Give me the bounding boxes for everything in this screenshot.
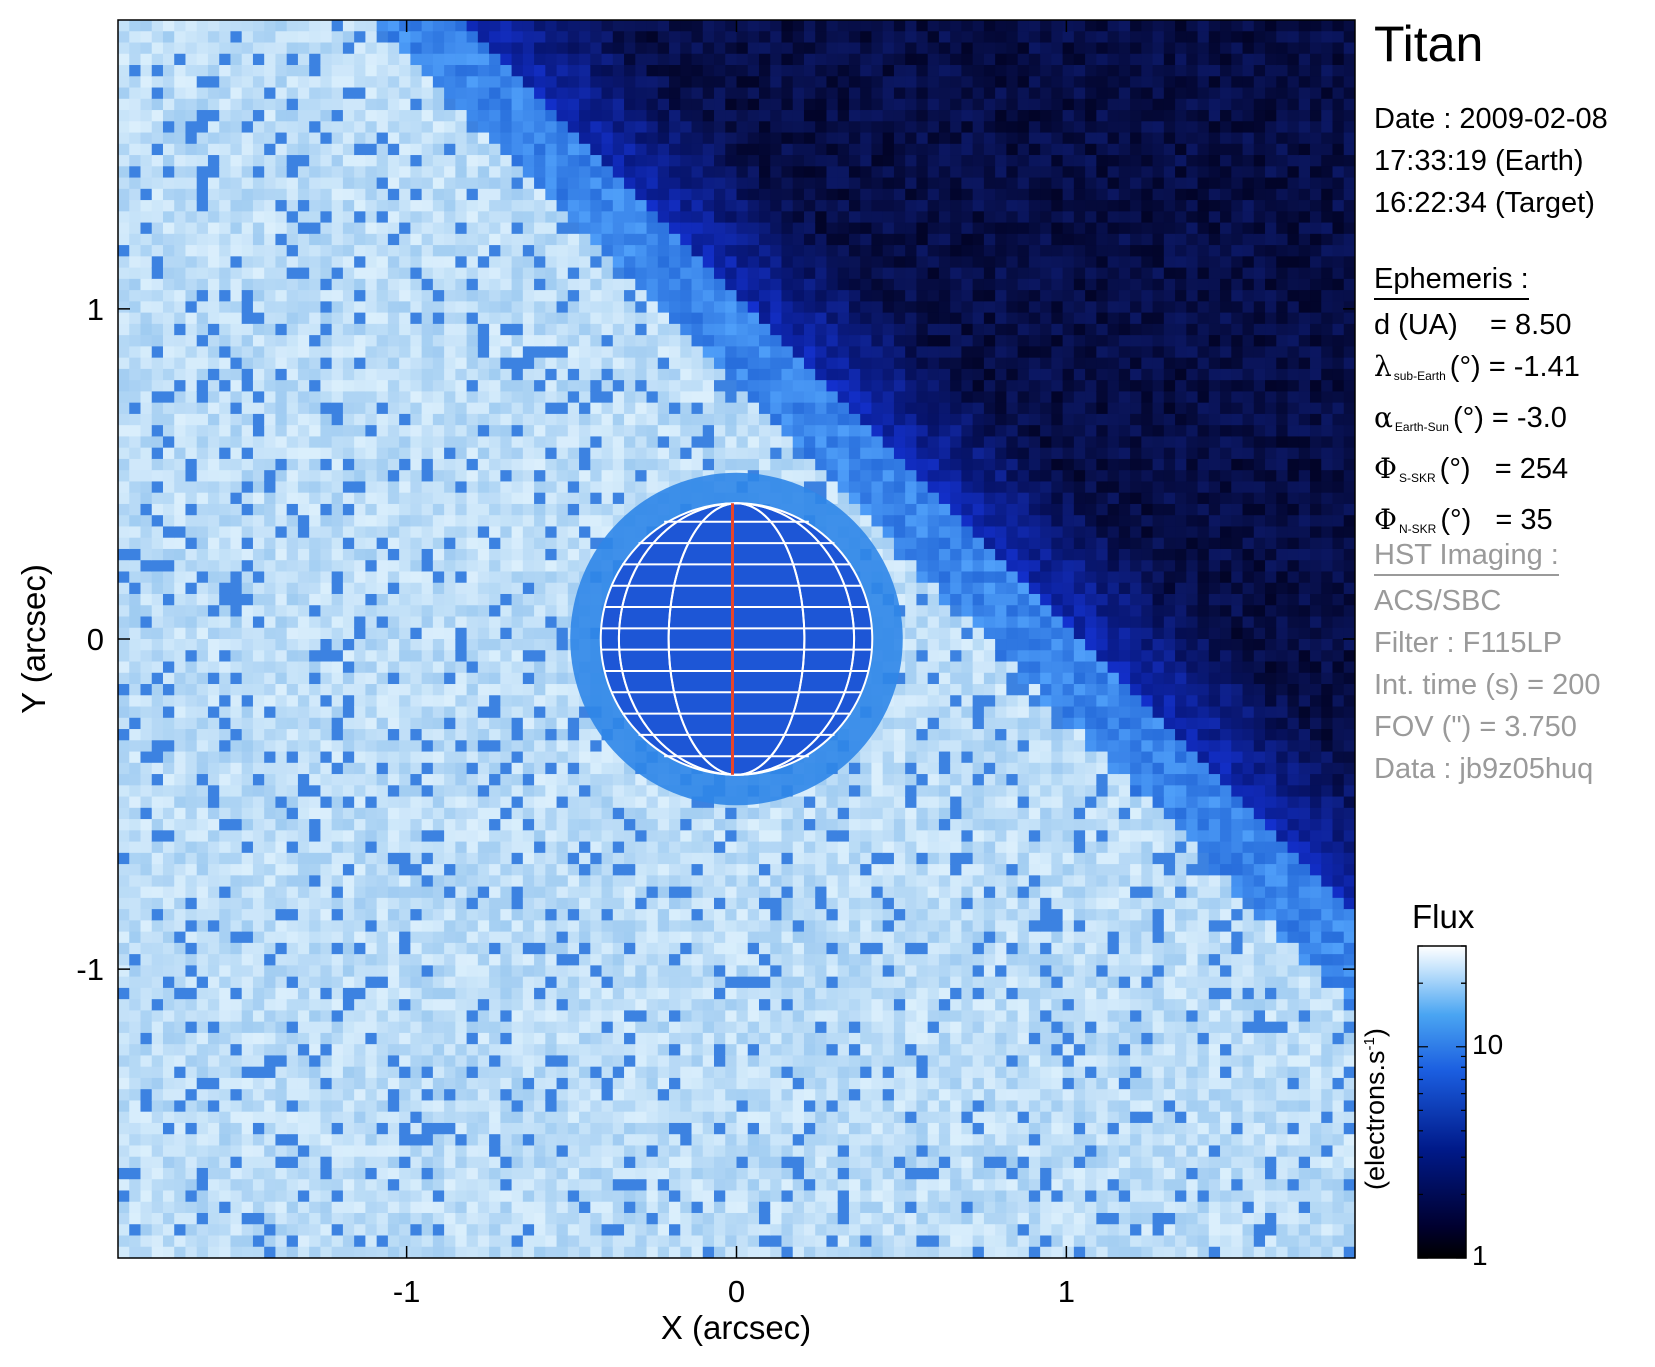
phi-s-symbol: Φ [1374, 452, 1397, 485]
instrument: ACS/SBC [1374, 580, 1649, 622]
ephemeris-heading: Ephemeris : [1374, 260, 1529, 300]
colorbar-units-close: ) [1360, 1028, 1390, 1037]
ephemeris-panel: Ephemeris : d (UA) = 8.50 λ sub-Earth (°) … [1374, 258, 1649, 550]
colorbar-units-text: (electrons.s [1360, 1050, 1390, 1190]
field-of-view: FOV (") = 3.750 [1374, 706, 1649, 748]
colorbar-tick-label: 10 [1472, 1029, 1503, 1061]
alpha-row: α Earth-Sun (°) = -3.0 [1374, 397, 1649, 448]
colorbar [1418, 946, 1466, 1258]
colorbar-tick-label: 1 [1472, 1240, 1488, 1272]
x-tick-label: 1 [1058, 1274, 1075, 1309]
chart-title: Titan [1374, 14, 1483, 74]
alpha-value: (°) = -3.0 [1453, 402, 1567, 434]
hst-imaging-panel: HST Imaging : ACS/SBC Filter : F115LP In… [1374, 534, 1649, 790]
date-label: Date : 2009-02-08 [1374, 98, 1649, 140]
colorbar-units-exponent: -1 [1361, 1037, 1378, 1050]
filter: Filter : F115LP [1374, 622, 1649, 664]
y-tick-label: 1 [87, 292, 104, 327]
integration-time: Int. time (s) = 200 [1374, 664, 1649, 706]
phi-n-symbol: Φ [1374, 503, 1397, 536]
phi-s-value: (°) = 254 [1440, 453, 1568, 485]
phi-n-value: (°) = 35 [1440, 504, 1552, 536]
x-axis-label: X (arcsec) [661, 1309, 811, 1346]
colorbar-units: (electrons.s-1) [1360, 1028, 1391, 1190]
distance-value: = 8.50 [1490, 309, 1571, 341]
flux-heatmap [118, 20, 1356, 1259]
target-time: 16:22:34 (Target) [1374, 182, 1649, 224]
y-tick-label: 0 [87, 622, 104, 657]
lambda-row: λ sub-Earth (°) = -1.41 [1374, 346, 1649, 397]
earth-time: 17:33:19 (Earth) [1374, 140, 1649, 182]
alpha-subscript: Earth-Sun [1395, 420, 1449, 434]
alpha-symbol: α [1374, 401, 1393, 434]
phi-s-subscript: S-SKR [1399, 471, 1436, 485]
distance-row: d (UA) = 8.50 [1374, 304, 1649, 346]
hst-heading: HST Imaging : [1374, 536, 1559, 576]
observation-info: Date : 2009-02-08 17:33:19 (Earth) 16:22… [1374, 98, 1649, 224]
x-tick-label: 0 [728, 1274, 745, 1309]
lambda-subscript: sub-Earth [1394, 369, 1446, 383]
phi-s-row: Φ S-SKR (°) = 254 [1374, 448, 1649, 499]
distance-label: d (UA) [1374, 309, 1458, 341]
x-tick-label: -1 [393, 1274, 421, 1309]
data-id: Data : jb9z05huq [1374, 748, 1649, 790]
y-tick-label: -1 [76, 952, 104, 987]
lambda-value: (°) = -1.41 [1450, 351, 1580, 383]
colorbar-title: Flux [1412, 898, 1474, 936]
y-axis-label: Y (arcsec) [15, 564, 52, 714]
lambda-symbol: λ [1374, 350, 1392, 383]
